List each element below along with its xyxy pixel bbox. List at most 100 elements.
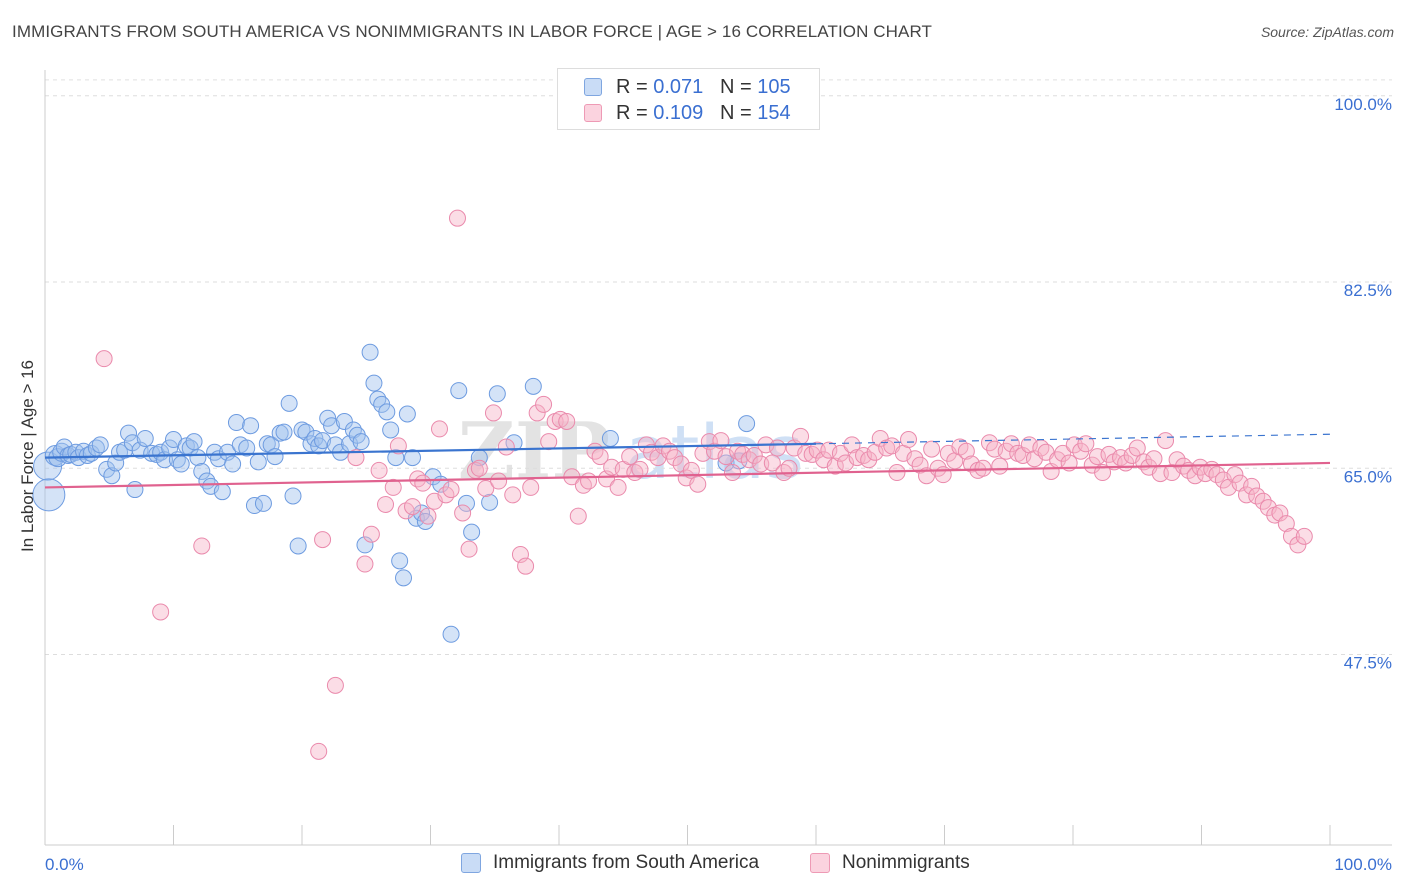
nonimmigrants-point (666, 449, 684, 467)
immigrants-point (185, 433, 203, 451)
immigrants-point (193, 462, 211, 480)
immigrants-point (356, 536, 374, 554)
nonimmigrants-point (497, 438, 515, 456)
immigrants-point (189, 449, 207, 467)
nonimmigrants-point (808, 441, 826, 459)
series-label-nonimmigrants: Nonimmigrants (842, 852, 970, 873)
immigrants-point (107, 454, 125, 472)
immigrants-point (172, 455, 190, 473)
tick-labels: 100.0% 82.5% 65.0% 47.5% 0.0% 100.0% (45, 95, 1392, 874)
legend-swatch-nonimmigrants (584, 104, 602, 122)
trend-lines (44, 433, 1331, 489)
nonimmigrants-point (1128, 439, 1146, 457)
immigrants-point (391, 552, 409, 570)
immigrants-point (103, 467, 121, 485)
immigrants-point (398, 405, 416, 423)
immigrants-point (378, 403, 396, 421)
correlation-legend: R = 0.071 N = 105 R = 0.109 N = 154 (557, 68, 820, 130)
legend-r-label: R = (616, 102, 654, 124)
series-swatch-nonimmigrants (810, 853, 830, 873)
immigrants-point (601, 429, 619, 447)
nonimmigrants-point (569, 507, 587, 525)
nonimmigrants-point (314, 531, 332, 549)
nonimmigrants-point (1243, 477, 1261, 495)
immigrants-point (365, 374, 383, 392)
immigrants-point (463, 523, 481, 541)
nonimmigrants-point (454, 504, 472, 522)
immigrants-point (254, 494, 272, 512)
nonimmigrants-point (442, 481, 460, 499)
nonimmigrants-point (517, 557, 535, 575)
nonimmigrants-point (460, 540, 478, 558)
legend-n-label: N = (719, 102, 758, 124)
legend-text-nonimmigrants: R = 0.109 N = 154 (616, 102, 791, 125)
nonimmigrants-point (888, 464, 906, 482)
nonimmigrants-point (1157, 432, 1175, 450)
grid (45, 79, 1392, 656)
immigrants-point (266, 448, 284, 466)
legend-n-label: N = (719, 76, 758, 98)
series-label-immigrants: Immigrants from South America (493, 852, 760, 873)
nonimmigrants-point (535, 395, 553, 413)
immigrants-point (450, 382, 468, 400)
legend-r-value: 0.109 (653, 102, 704, 124)
nonimmigrants-point (1271, 504, 1289, 522)
immigrants-trend-line (44, 442, 817, 459)
y-tick-label: 65.0% (1344, 467, 1392, 486)
immigrants-point (395, 569, 413, 587)
nonimmigrants-point (1226, 466, 1244, 484)
legend-r-label: R = (616, 76, 654, 98)
nonimmigrants-point (504, 486, 522, 504)
immigrants-point (442, 625, 460, 643)
nonimmigrants-point (923, 440, 941, 458)
immigrants-point (524, 377, 542, 395)
nonimmigrants-point (729, 442, 747, 460)
nonimmigrants-point (1277, 515, 1295, 533)
immigrants-point (275, 423, 293, 441)
nonimmigrants-point (414, 474, 432, 492)
nonimmigrants-point (377, 495, 395, 513)
y-tick-label: 47.5% (1344, 654, 1392, 673)
nonimmigrants-point (1295, 527, 1313, 545)
nonimmigrants-point (362, 525, 380, 543)
immigrants-point (738, 415, 756, 433)
immigrants-point (352, 433, 370, 451)
nonimmigrants-point (370, 461, 388, 479)
nonimmigrants-point (528, 404, 546, 422)
nonimmigrants-point (419, 507, 437, 525)
watermark-atlas: atlas (625, 410, 804, 496)
nonimmigrants-point (1094, 464, 1112, 482)
nonimmigrants-point (631, 460, 649, 478)
source-label: Source: ZipAtlas.com (1260, 24, 1394, 40)
immigrants-point (323, 417, 341, 435)
legend-text-immigrants: R = 0.071 N = 105 (616, 76, 791, 99)
immigrants-point (91, 436, 109, 454)
nonimmigrants-point (477, 479, 495, 497)
immigrants-point (404, 449, 422, 467)
nonimmigrants-point (430, 420, 448, 438)
immigrants-point (382, 421, 400, 439)
y-tick-label: 82.5% (1344, 281, 1392, 300)
nonimmigrants-point (310, 742, 328, 760)
nonimmigrants-point (763, 454, 781, 472)
legend-n-value: 154 (757, 102, 791, 124)
nonimmigrants-point (957, 442, 975, 460)
nonimmigrants-point (621, 448, 639, 466)
nonimmigrants-point (404, 498, 422, 516)
nonimmigrants-point (768, 439, 786, 457)
immigrants-point (289, 537, 307, 555)
immigrants-point (249, 453, 267, 471)
legend-swatch-immigrants (584, 78, 602, 96)
nonimmigrants-point (826, 457, 844, 475)
nonimmigrants-point (384, 478, 402, 496)
nonimmigrants-point (1077, 435, 1095, 453)
nonimmigrants-point (551, 410, 569, 428)
x-tick-label: 0.0% (45, 855, 84, 874)
immigrants-point (361, 343, 379, 361)
immigrants-point (284, 487, 302, 505)
immigrants-point (280, 394, 298, 412)
immigrants-point (126, 481, 144, 499)
immigrants-point (505, 434, 523, 452)
immigrants-point (120, 424, 138, 442)
